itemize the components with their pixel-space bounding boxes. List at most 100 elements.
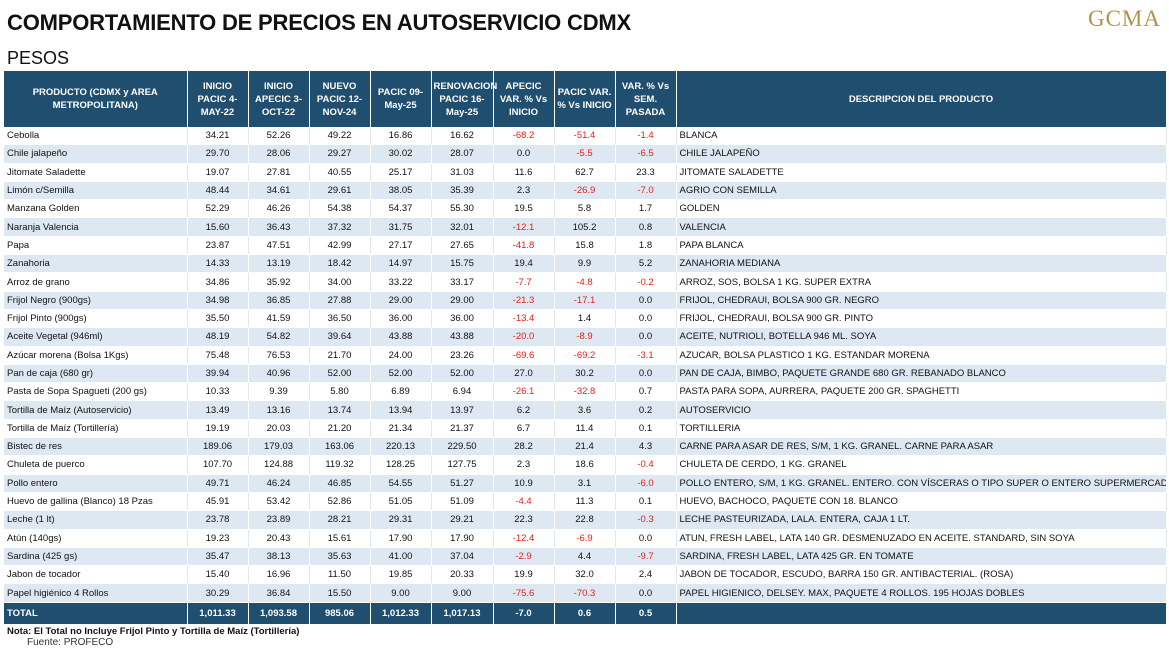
value-cell: -26.9 — [554, 181, 616, 201]
description-cell: CHULETA DE CERDO, 1 KG. GRANEL — [676, 455, 1167, 475]
value-cell: -1.4 — [615, 127, 677, 146]
table-row: Jitomate Saladette 19.07 27.81 40.55 25.17 31… — [4, 163, 1167, 182]
value-cell: 27.65 — [431, 236, 494, 256]
value-cell: 18.42 — [309, 254, 371, 274]
product-name-cell: Tortilla de Maíz (Autoservicio) — [4, 400, 188, 420]
value-cell: 127.75 — [431, 455, 494, 475]
product-name-cell: Chile jalapeño — [4, 144, 188, 164]
value-cell: 13.94 — [370, 400, 432, 420]
value-cell: 105.2 — [554, 217, 616, 237]
value-cell: -32.8 — [554, 382, 616, 402]
value-cell: 28.06 — [248, 144, 310, 164]
product-name-cell: Naranja Valencia — [4, 217, 188, 237]
value-cell: 62.7 — [554, 163, 616, 182]
value-cell: 46.85 — [309, 474, 371, 493]
value-cell: 38.05 — [370, 181, 432, 201]
value-cell: 41.00 — [370, 547, 432, 567]
value-cell: 28.21 — [309, 510, 371, 530]
value-cell: 163.06 — [309, 437, 371, 457]
value-cell: 23.87 — [187, 236, 249, 256]
value-cell: 52.00 — [309, 364, 371, 384]
value-cell: 28.2 — [493, 437, 555, 457]
value-cell: -4.4 — [493, 492, 555, 512]
value-cell: 19.07 — [187, 163, 249, 182]
value-cell: 42.99 — [309, 236, 371, 256]
product-name-cell: Tortilla de Maíz (Tortillería) — [4, 419, 188, 439]
value-cell: 15.8 — [554, 236, 616, 256]
value-cell: 2.3 — [493, 455, 555, 475]
total-row: TOTAL 1,011.33 1,093.58 985.06 1,012.33 1,017… — [4, 602, 1167, 624]
value-cell: 30.02 — [370, 144, 432, 164]
value-cell: 2.4 — [615, 565, 677, 585]
value-cell: 24.00 — [370, 346, 432, 365]
value-cell: 10.9 — [493, 474, 555, 493]
value-cell: 37.32 — [309, 217, 371, 237]
value-cell: 13.49 — [187, 400, 249, 420]
value-cell: 36.85 — [248, 291, 310, 310]
table-row: Arroz de grano 34.86 35.92 34.00 33.22 33.17-… — [4, 272, 1167, 292]
value-cell: 30.2 — [554, 364, 616, 384]
value-cell: 30.29 — [187, 583, 249, 603]
table-row: Naranja Valencia 15.60 36.43 37.32 31.75 32.0… — [4, 217, 1167, 237]
value-cell: 52.29 — [187, 199, 249, 219]
column-header: PACIC VAR. % Vs INICIO — [554, 71, 616, 127]
value-cell: 0.0 — [615, 364, 677, 384]
value-cell: -69.2 — [554, 346, 616, 365]
product-name-cell: Huevo de gallina (Blanco) 18 Pzas — [4, 492, 188, 512]
value-cell: 22.3 — [493, 510, 555, 530]
value-cell: 179.03 — [248, 437, 310, 457]
description-cell: AUTOSERVICIO — [676, 400, 1167, 420]
value-cell: 35.39 — [431, 181, 494, 201]
value-cell: 5.2 — [615, 254, 677, 274]
value-cell: 52.86 — [309, 492, 371, 512]
value-cell: -2.9 — [493, 547, 555, 567]
column-header: INICIO PACIC 4-MAY-22 — [187, 71, 249, 127]
value-cell: 4.3 — [615, 437, 677, 457]
table-row: Papa 23.87 47.51 42.99 27.17 27.65 -41.8 15.8 1.… — [4, 236, 1167, 256]
value-cell: 220.13 — [370, 437, 432, 457]
value-cell: 40.96 — [248, 364, 310, 384]
total-value: 1,012.33 — [370, 602, 432, 624]
value-cell: 0.0 — [493, 144, 555, 164]
value-cell: 29.61 — [309, 181, 371, 201]
table-row: Sardina (425 gs) 35.47 38.13 35.63 41.00 37.0… — [4, 547, 1167, 567]
product-name-cell: Pasta de Sopa Spagueti (200 gs) — [4, 382, 188, 402]
table-row: Aceite Vegetal (946ml) 48.19 54.82 39.64 43.… — [4, 327, 1167, 347]
table-row: Frijol Negro (900gs) 34.98 36.85 27.88 29.00… — [4, 291, 1167, 310]
source-note: Fuente: PROFECO — [27, 637, 114, 648]
description-cell: POLLO ENTERO, S/M, 1 KG. GRANEL. ENTERO.… — [676, 474, 1167, 493]
value-cell: -20.0 — [493, 327, 555, 347]
product-name-cell: Pan de caja (680 gr) — [4, 364, 188, 384]
value-cell: 39.64 — [309, 327, 371, 347]
description-cell: LECHE PASTEURIZADA, LALA. ENTERA, CAJA 1… — [676, 510, 1167, 530]
value-cell: 0.1 — [615, 492, 677, 512]
value-cell: 27.88 — [309, 291, 371, 310]
product-name-cell: Jitomate Saladette — [4, 163, 188, 182]
value-cell: -12.4 — [493, 529, 555, 548]
value-cell: -68.2 — [493, 127, 555, 146]
value-cell: 11.6 — [493, 163, 555, 182]
value-cell: 9.00 — [431, 583, 494, 603]
value-cell: 29.21 — [431, 510, 494, 530]
value-cell: 29.27 — [309, 144, 371, 164]
footnote: Nota: El Total no Incluye Frijol Pinto y… — [7, 626, 300, 637]
value-cell: 27.17 — [370, 236, 432, 256]
description-cell: VALENCIA — [676, 217, 1167, 237]
table-row: Pollo entero 49.71 46.24 46.85 54.55 51.27 10.… — [4, 474, 1167, 493]
total-value: 0.6 — [554, 602, 616, 624]
product-name-cell: Pollo entero — [4, 474, 188, 493]
value-cell: 34.61 — [248, 181, 310, 201]
value-cell: -26.1 — [493, 382, 555, 402]
value-cell: 35.92 — [248, 272, 310, 292]
product-name-cell: Arroz de grano — [4, 272, 188, 292]
value-cell: 19.4 — [493, 254, 555, 274]
value-cell: 2.3 — [493, 181, 555, 201]
value-cell: -75.6 — [493, 583, 555, 603]
value-cell: 4.4 — [554, 547, 616, 567]
value-cell: 0.0 — [615, 529, 677, 548]
value-cell: 11.4 — [554, 419, 616, 439]
column-header: INICIO APECIC 3-OCT-22 — [248, 71, 310, 127]
value-cell: -51.4 — [554, 127, 616, 146]
column-header: RENOVACION PACIC 16-May-25 — [431, 71, 497, 127]
description-cell: FRIJOL, CHEDRAUI, BOLSA 900 GR. NEGRO — [676, 291, 1167, 310]
